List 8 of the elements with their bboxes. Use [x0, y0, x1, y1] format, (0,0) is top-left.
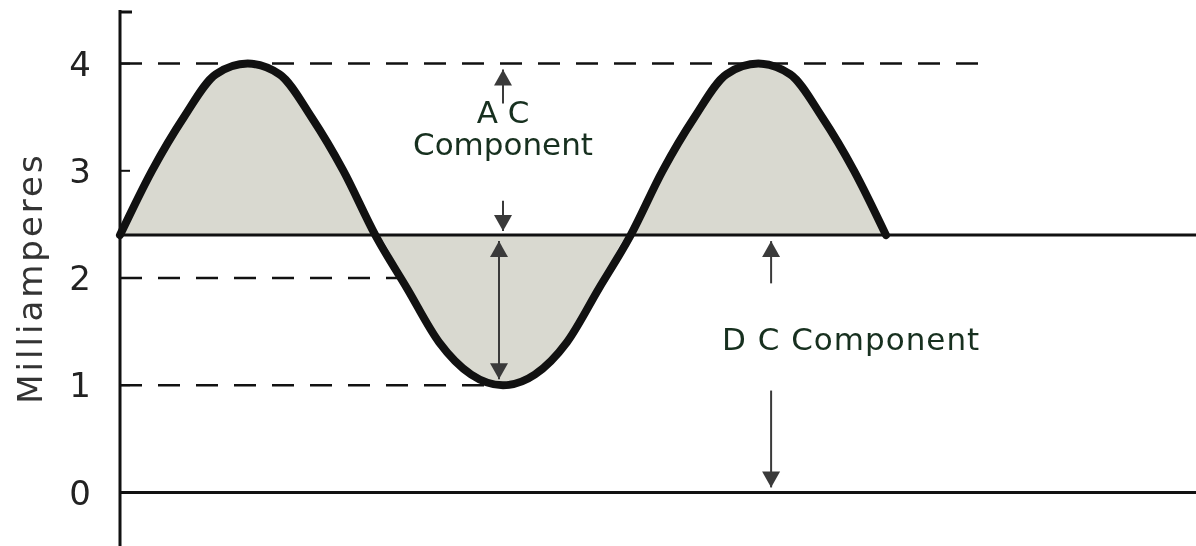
y-tick-label: 4 — [69, 43, 91, 84]
y-tick-label: 0 — [69, 472, 91, 513]
y-axis-title: Milliamperes — [10, 152, 50, 404]
y-tick-label: 1 — [69, 365, 91, 406]
y-tick-label: 2 — [69, 258, 91, 299]
annotation: A C Component — [413, 93, 593, 163]
annotation: D C Component — [722, 320, 981, 357]
y-tick-label: 3 — [69, 151, 91, 192]
